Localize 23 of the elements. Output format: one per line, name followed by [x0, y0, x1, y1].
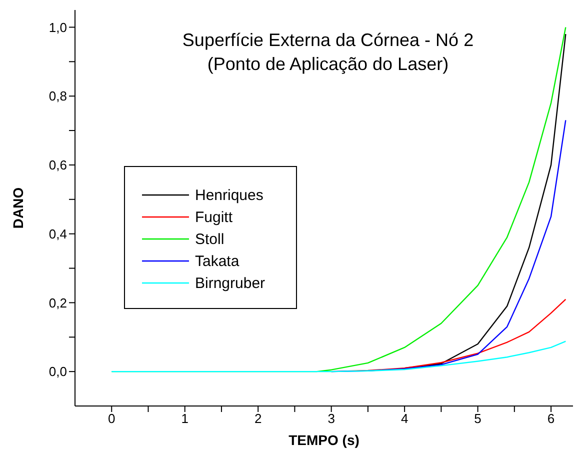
text: Superfície Externa da Córnea - Nó 2: [181, 29, 475, 52]
text: (Ponto de Aplicação do Laser): [206, 53, 450, 76]
y-tick-label: 0,2: [48, 295, 67, 310]
legend-label: Fugitt: [195, 208, 233, 226]
legend-label: Takata: [195, 252, 240, 270]
x-tick-label: 0: [108, 411, 116, 426]
legend-label: Henriques: [195, 186, 264, 204]
y-tick-label: 0,6: [48, 158, 67, 173]
x-axis-title: TEMPO (s): [288, 432, 360, 448]
y-tick-label: 0,4: [48, 226, 67, 242]
x-tick-label: 4: [400, 411, 408, 426]
x-tick-label: 2: [254, 411, 262, 426]
y-axis-title: DANO: [10, 187, 26, 229]
line-series: [111, 340, 566, 372]
x-tick-label: 3: [328, 411, 335, 426]
legend-label: Stoll: [195, 230, 224, 248]
x-tick-label: 6: [547, 411, 555, 426]
y-tick-label: 0,8: [48, 88, 67, 104]
y-tick-label: 1,0: [48, 20, 67, 35]
y-tick-label: 0,0: [48, 364, 67, 380]
legend-label: Birngruber: [195, 274, 266, 292]
x-tick-label: 1: [181, 411, 188, 426]
x-tick-label: 5: [474, 411, 482, 426]
